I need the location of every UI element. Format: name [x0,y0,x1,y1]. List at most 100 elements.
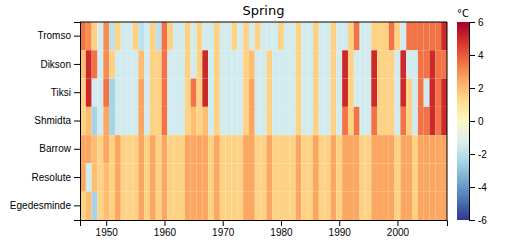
cell [296,107,302,135]
cell [237,50,243,78]
cell [185,107,191,135]
cell [173,192,179,220]
cell [371,192,377,220]
cell [127,107,133,135]
tick: -2 [469,149,487,160]
cell [121,50,127,78]
cell [360,107,366,135]
cell [92,163,98,191]
cell [249,50,255,78]
cell [121,163,127,191]
cell [156,163,162,191]
cell [237,107,243,135]
cell [115,79,121,107]
cell [319,163,325,191]
cell [266,79,272,107]
cell [412,192,418,220]
cell [144,22,150,50]
cell [424,107,430,135]
cell [138,135,144,163]
cell [121,22,127,50]
frame [447,22,448,220]
cell [243,79,249,107]
tick-label: 2 [478,83,484,94]
tick: Tiksi [51,87,80,98]
cell [342,192,348,220]
cell [418,22,424,50]
cell [301,135,307,163]
cell [92,79,98,107]
cell [202,135,208,163]
cell [278,107,284,135]
cell [197,107,203,135]
cell [208,22,214,50]
cell [191,22,197,50]
cell [266,163,272,191]
y-axis: TromsoDiksonTiksiShmidtaBarrowResoluteEg… [10,23,81,221]
cell [389,192,395,220]
cell [330,50,336,78]
cell [284,192,290,220]
cell [214,79,220,107]
cell [266,22,272,50]
cell [400,192,406,220]
cell [179,192,185,220]
cell [173,107,179,135]
cell [167,107,173,135]
cell [430,22,436,50]
tick-mark [74,92,80,93]
cell [255,50,261,78]
cell [348,50,354,78]
cell [354,22,360,50]
cell [249,107,255,135]
cell [400,50,406,78]
cell [336,163,342,191]
cell [109,50,115,78]
cell [313,22,319,50]
cell [202,22,208,50]
cell [115,107,121,135]
tick: 1970 [212,220,235,238]
cell [307,135,313,163]
cell [261,192,267,220]
cell [441,50,447,78]
cell [377,107,383,135]
cell [284,50,290,78]
cell [383,22,389,50]
tick-label: 1960 [154,227,177,238]
cell [441,192,447,220]
cell [103,50,109,78]
cell [389,135,395,163]
cell [255,22,261,50]
cell [202,107,208,135]
cell [360,163,366,191]
cell [231,163,237,191]
cell [115,163,121,191]
cell [109,107,115,135]
cell [208,50,214,78]
tick-mark [469,154,475,155]
cell [185,22,191,50]
tick-label: 0 [478,116,484,127]
cell [348,192,354,220]
cell [231,22,237,50]
tick: Tromso [37,30,80,41]
cell [255,107,261,135]
axis-line [74,23,81,221]
cell [348,79,354,107]
cell [202,192,208,220]
cell [406,135,412,163]
cell [162,163,168,191]
tick: -6 [469,215,487,226]
cell [266,135,272,163]
cell [249,79,255,107]
cell [348,22,354,50]
cell [336,135,342,163]
cell [290,163,296,191]
cell [412,163,418,191]
cell [365,192,371,220]
tick: 1980 [270,220,293,238]
cell [214,135,220,163]
cell [208,107,214,135]
colorbar-axis: -6-4-20246 [469,17,487,226]
